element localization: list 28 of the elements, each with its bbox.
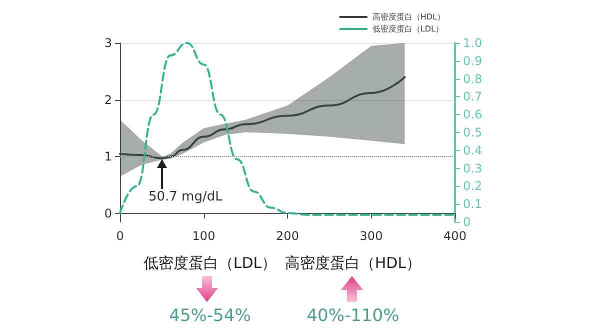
y2-tick-label: 0.3 — [463, 161, 482, 176]
legend-label: 高密度蛋白（HDL） — [372, 12, 446, 22]
x-tick-label: 100 — [192, 229, 216, 243]
y2-tick-label: 0.1 — [463, 197, 482, 212]
line-series — [119, 76, 406, 160]
x-tick-label: 400 — [444, 229, 466, 243]
y2-tick-label: 0.2 — [463, 179, 482, 194]
y-tick-label: 1 — [104, 150, 112, 164]
y2-tick-label: 0.4 — [463, 143, 482, 158]
y-tick-label: 0 — [104, 206, 112, 220]
y2-tick-label: 0 — [463, 215, 471, 229]
y2-tick-label: 1.0 — [463, 36, 482, 50]
text: 高密度蛋白（HDL） — [284, 254, 422, 272]
text: 低密度蛋白（LDL） — [143, 254, 277, 272]
y-tick-label: 2 — [104, 92, 112, 107]
y-tick-label: 3 — [104, 36, 112, 50]
x-tick-label: 300 — [360, 229, 383, 243]
text: 45%-54% — [169, 306, 251, 326]
y2-tick-label: 0.8 — [463, 72, 482, 86]
y2-tick-label: 0.7 — [463, 90, 482, 104]
y2-tick-label: 0.9 — [463, 54, 482, 68]
y2-tick-label: 0.6 — [463, 108, 482, 122]
y2-tick-label: 0.5 — [463, 126, 482, 140]
text: 40%-110% — [306, 306, 400, 326]
annotation: 50.7 mg/dL — [148, 190, 224, 205]
x-tick-label: 200 — [276, 229, 299, 243]
legend-label: 低密度蛋白（LDL） — [372, 24, 444, 34]
x-tick-label: 0 — [116, 229, 124, 243]
